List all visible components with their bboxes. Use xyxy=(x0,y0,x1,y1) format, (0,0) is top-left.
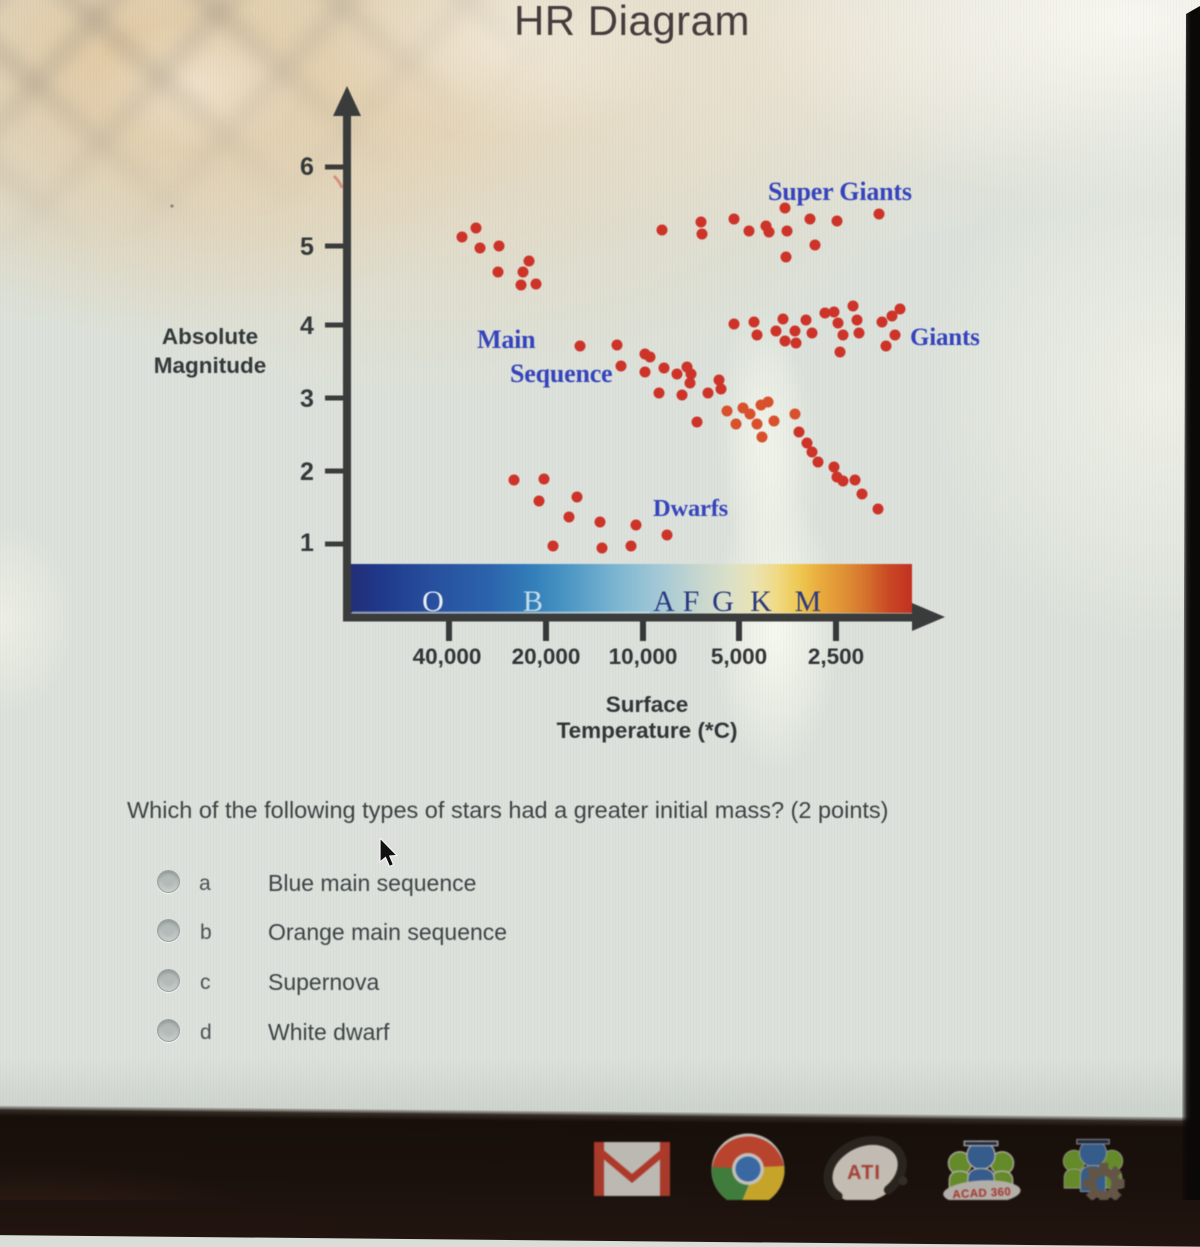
svg-text:4: 4 xyxy=(300,312,314,340)
svg-text:Main: Main xyxy=(477,325,536,354)
svg-text:G: G xyxy=(712,585,734,618)
svg-text:Super Giants: Super Giants xyxy=(768,177,912,206)
svg-text:Dwarfs: Dwarfs xyxy=(653,495,728,522)
svg-text:Temperature (*C): Temperature (*C) xyxy=(557,718,738,743)
svg-text:Surface: Surface xyxy=(606,692,689,717)
svg-text:F: F xyxy=(683,585,700,618)
svg-text:1: 1 xyxy=(300,529,314,557)
svg-text:3: 3 xyxy=(300,385,314,413)
svg-text:ACAD 360: ACAD 360 xyxy=(952,1186,1011,1200)
svg-text:20,000: 20,000 xyxy=(512,644,581,669)
svg-text:5,000: 5,000 xyxy=(711,644,767,669)
svg-text:M: M xyxy=(795,585,822,618)
svg-text:2: 2 xyxy=(300,458,314,486)
svg-text:K: K xyxy=(750,585,772,618)
svg-text:Sequence: Sequence xyxy=(510,359,612,388)
svg-text:10,000: 10,000 xyxy=(609,644,678,669)
svg-text:2,500: 2,500 xyxy=(808,644,864,669)
svg-text:6: 6 xyxy=(300,153,314,181)
svg-text:Giants: Giants xyxy=(910,324,980,351)
svg-text:ATI: ATI xyxy=(847,1162,881,1184)
svg-text:5: 5 xyxy=(300,233,314,261)
svg-text:40,000: 40,000 xyxy=(413,644,482,669)
svg-text:B: B xyxy=(523,585,543,618)
svg-text:O: O xyxy=(422,585,444,618)
svg-text:A: A xyxy=(653,585,675,618)
